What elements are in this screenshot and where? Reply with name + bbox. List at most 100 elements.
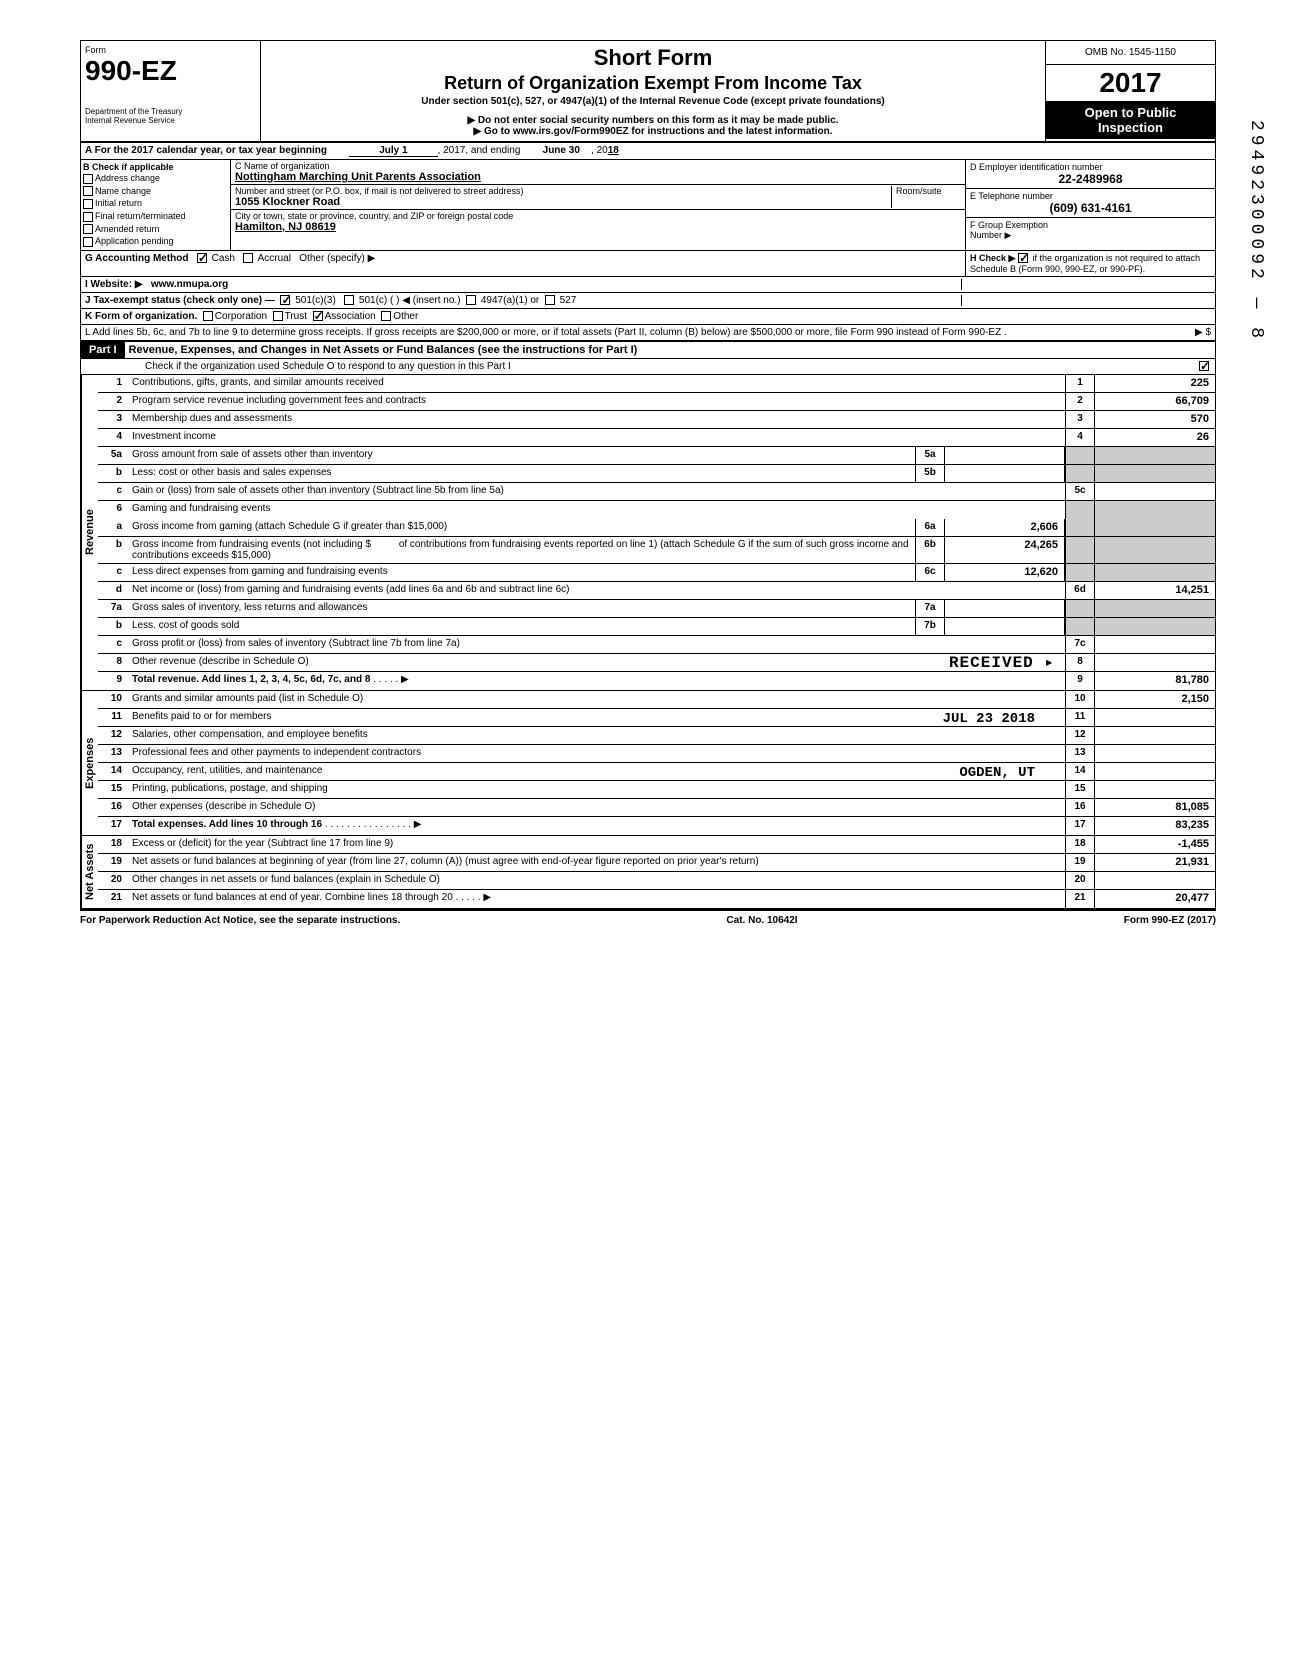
line10-val: 2,150 bbox=[1095, 691, 1215, 708]
section-a: A For the 2017 calendar year, or tax yea… bbox=[81, 143, 1215, 160]
cb-assoc[interactable] bbox=[313, 311, 323, 321]
section-k: K Form of organization. Corporation Trus… bbox=[81, 309, 1215, 325]
form-990ez: Form 990-EZ Department of the Treasury I… bbox=[80, 40, 1216, 911]
expenses-section: Expenses 10Grants and similar amounts pa… bbox=[81, 691, 1215, 836]
form-header: Form 990-EZ Department of the Treasury I… bbox=[81, 41, 1215, 143]
label-accounting: G Accounting Method bbox=[85, 253, 189, 264]
side-number: 29492300092 — 8 bbox=[1246, 120, 1266, 342]
stamp-received: RECEIVED ▸ bbox=[949, 652, 1055, 672]
cb-initial-return[interactable] bbox=[83, 199, 93, 209]
cb-sched-o[interactable] bbox=[1199, 361, 1209, 371]
section-j: J Tax-exempt status (check only one) — 5… bbox=[81, 293, 1215, 309]
line1-val: 225 bbox=[1095, 375, 1215, 392]
label-phone: E Telephone number bbox=[970, 191, 1211, 201]
label-website: I Website: ▶ bbox=[85, 279, 143, 290]
sections-def: D Employer identification number 22-2489… bbox=[965, 160, 1215, 250]
section-c: C Name of organization Nottingham Marchi… bbox=[231, 160, 965, 250]
line6c-val: 12,620 bbox=[945, 564, 1065, 581]
line19-val: 21,931 bbox=[1095, 854, 1215, 871]
footer-catno: Cat. No. 10642I bbox=[726, 915, 797, 926]
part1-label: Part I bbox=[81, 342, 125, 358]
cb-final-return[interactable] bbox=[83, 212, 93, 222]
phone: (609) 631-4161 bbox=[970, 201, 1211, 215]
title-short-form: Short Form bbox=[269, 45, 1037, 71]
subtitle: Return of Organization Exempt From Incom… bbox=[269, 73, 1037, 94]
cb-501c[interactable] bbox=[344, 295, 354, 305]
section-i: I Website: ▶ www.nmupa.org bbox=[81, 277, 1215, 293]
stamp-ogden: OGDEN, UT bbox=[959, 765, 1035, 781]
end-year-label: , 20 bbox=[591, 145, 608, 157]
dept-treasury: Department of the Treasury bbox=[85, 107, 256, 116]
cb-4947[interactable] bbox=[466, 295, 476, 305]
form-footer: For Paperwork Reduction Act Notice, see … bbox=[80, 911, 1216, 930]
revenue-section: Revenue 1Contributions, gifts, grants, a… bbox=[81, 375, 1215, 691]
section-gh: G Accounting Method Cash Accrual Other (… bbox=[81, 251, 1215, 277]
label-group-exempt: F Group Exemption bbox=[970, 220, 1211, 230]
cb-name-change[interactable] bbox=[83, 186, 93, 196]
part1-title: Revenue, Expenses, and Changes in Net As… bbox=[125, 342, 642, 358]
line2-val: 66,709 bbox=[1095, 393, 1215, 410]
org-name: Nottingham Marching Unit Parents Associa… bbox=[235, 171, 961, 183]
line9-val: 81,780 bbox=[1095, 672, 1215, 690]
stamp-date: JUL 23 2018 bbox=[943, 711, 1035, 727]
cb-app-pending[interactable] bbox=[83, 237, 93, 247]
label-org-name: C Name of organization bbox=[235, 161, 961, 171]
line17-val: 83,235 bbox=[1095, 817, 1215, 835]
section-b-label: B Check if applicable bbox=[83, 162, 228, 172]
expenses-vert-label: Expenses bbox=[81, 691, 98, 835]
cb-trust[interactable] bbox=[273, 311, 283, 321]
label-room: Room/suite bbox=[891, 186, 961, 208]
end-year: 18 bbox=[608, 145, 619, 157]
section-a-label: A For the 2017 calendar year, or tax yea… bbox=[85, 145, 327, 157]
part1-check-row: Check if the organization used Schedule … bbox=[81, 359, 1215, 375]
label-group-number: Number ▶ bbox=[970, 230, 1211, 241]
line6d-val: 14,251 bbox=[1095, 582, 1215, 599]
begin-date: July 1 bbox=[349, 145, 437, 157]
revenue-vert-label: Revenue bbox=[81, 375, 98, 690]
inspection: Inspection bbox=[1098, 120, 1163, 135]
section-l: L Add lines 5b, 6c, and 7b to line 9 to … bbox=[81, 325, 1215, 342]
sections-bcdef: B Check if applicable Address change Nam… bbox=[81, 160, 1215, 251]
line3-val: 570 bbox=[1095, 411, 1215, 428]
line6b-val: 24,265 bbox=[945, 537, 1065, 563]
section-a-mid: , 2017, and ending bbox=[438, 145, 521, 157]
form-prefix: Form bbox=[85, 45, 256, 55]
cb-address-change[interactable] bbox=[83, 174, 93, 184]
under-section: Under section 501(c), 527, or 4947(a)(1)… bbox=[269, 96, 1037, 107]
form-number: 990-EZ bbox=[85, 55, 256, 87]
cb-other[interactable] bbox=[381, 311, 391, 321]
line18-val: -1,455 bbox=[1095, 836, 1215, 853]
cb-cash[interactable] bbox=[197, 253, 207, 263]
footer-paperwork: For Paperwork Reduction Act Notice, see … bbox=[80, 915, 400, 926]
section-h: H Check ▶ if the organization is not req… bbox=[965, 251, 1215, 276]
label-address: Number and street (or P.O. box, if mail … bbox=[235, 186, 891, 196]
line4-val: 26 bbox=[1095, 429, 1215, 446]
line16-val: 81,085 bbox=[1095, 799, 1215, 816]
cb-accrual[interactable] bbox=[243, 253, 253, 263]
website: www.nmupa.org bbox=[151, 279, 228, 290]
netassets-vert-label: Net Assets bbox=[81, 836, 98, 908]
open-to-public: Open to Public bbox=[1085, 105, 1177, 120]
irs: Internal Revenue Service bbox=[85, 116, 256, 125]
omb-number: OMB No. 1545-1150 bbox=[1046, 41, 1215, 65]
netassets-section: Net Assets 18Excess or (deficit) for the… bbox=[81, 836, 1215, 910]
cb-501c3[interactable] bbox=[280, 295, 290, 305]
section-b: B Check if applicable Address change Nam… bbox=[81, 160, 231, 250]
line21-val: 20,477 bbox=[1095, 890, 1215, 908]
end-month: June 30 bbox=[543, 145, 580, 157]
cb-amended[interactable] bbox=[83, 224, 93, 234]
line6a-val: 2,606 bbox=[945, 519, 1065, 536]
cb-527[interactable] bbox=[545, 295, 555, 305]
cb-sched-b[interactable] bbox=[1018, 253, 1028, 263]
ein: 22-2489968 bbox=[970, 172, 1211, 186]
org-address: 1055 Klockner Road bbox=[235, 196, 891, 208]
label-ein: D Employer identification number bbox=[970, 162, 1211, 172]
note-ssn: ▶ Do not enter social security numbers o… bbox=[269, 115, 1037, 126]
part1-header-row: Part I Revenue, Expenses, and Changes in… bbox=[81, 342, 1215, 359]
tax-year: 2017 bbox=[1046, 65, 1215, 101]
footer-formver: Form 990-EZ (2017) bbox=[1124, 915, 1216, 926]
note-goto: ▶ Go to www.irs.gov/Form990EZ for instru… bbox=[269, 126, 1037, 137]
cb-corp[interactable] bbox=[203, 311, 213, 321]
org-city: Hamilton, NJ 08619 bbox=[235, 221, 961, 233]
label-city: City or town, state or province, country… bbox=[235, 211, 961, 221]
